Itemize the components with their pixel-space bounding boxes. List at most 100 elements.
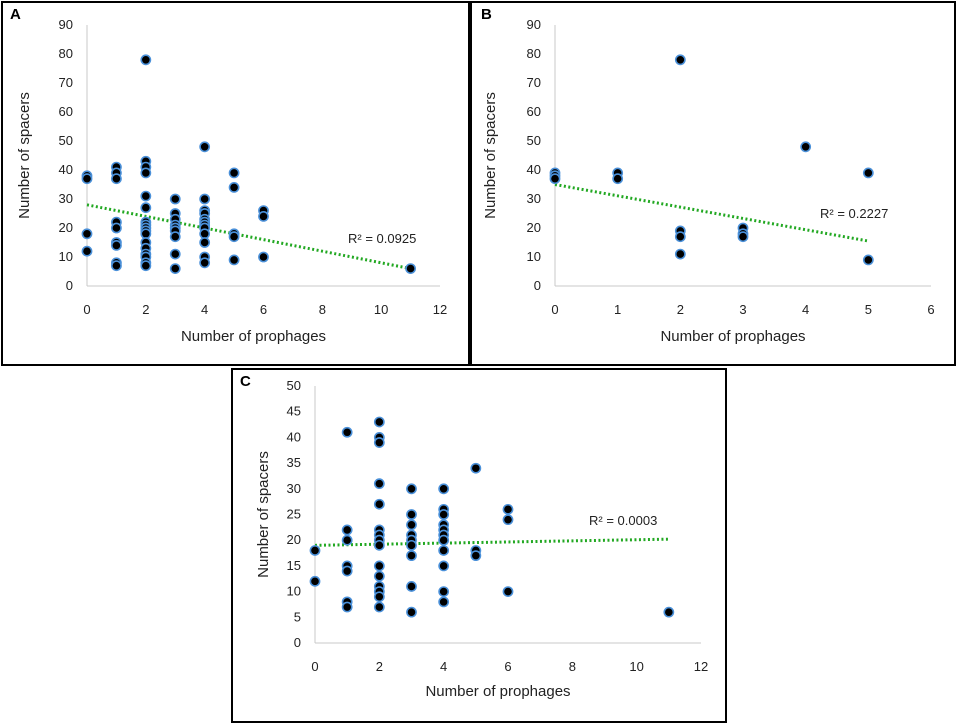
data-point	[373, 539, 385, 551]
data-point	[341, 534, 353, 546]
trendline	[314, 537, 669, 547]
data-point	[199, 193, 211, 205]
x-tick-label: 5	[865, 302, 872, 317]
x-tick-label: 10	[629, 659, 643, 674]
y-tick-label: 10	[527, 249, 541, 264]
x-tick-label: 8	[569, 659, 576, 674]
x-tick-label: 6	[927, 302, 934, 317]
y-tick-label: 25	[287, 507, 301, 522]
x-tick-label: 6	[260, 302, 267, 317]
data-point	[862, 167, 874, 179]
data-point	[438, 545, 450, 556]
data-point	[228, 167, 240, 179]
y-tick-label: 30	[527, 191, 541, 206]
data-point	[111, 222, 122, 234]
y-axis-label: Number of spacers	[255, 451, 272, 578]
data-point	[81, 228, 93, 240]
y-axis-label: Number of spacers	[482, 92, 499, 219]
data-point	[406, 539, 417, 551]
x-tick-label: 3	[739, 302, 746, 317]
chart-b-svg: B 0 10 20 30 40 50 60 70 80 90 0 1 2 3 4 5 6 Number of pro…	[481, 6, 935, 345]
y-tick-label: 90	[59, 17, 73, 32]
data-point	[406, 509, 417, 520]
y-tick-label: 60	[59, 104, 73, 119]
data-point	[81, 245, 93, 257]
data-point	[199, 228, 211, 240]
r-squared-label: R² = 0.2227	[820, 206, 888, 221]
data-point	[373, 570, 385, 582]
data-point	[438, 586, 450, 597]
y-tick-label: 0	[534, 278, 541, 293]
data-point	[199, 257, 211, 269]
data-point	[169, 193, 181, 205]
data-point	[800, 141, 812, 153]
data-point	[373, 601, 385, 613]
x-tick-label: 12	[694, 659, 708, 674]
x-tick-label: 4	[802, 302, 809, 317]
data-point	[737, 231, 749, 243]
data-point	[373, 416, 385, 428]
data-point	[406, 483, 417, 495]
x-tick-label: 2	[677, 302, 684, 317]
data-point	[258, 251, 269, 263]
data-point	[438, 483, 450, 495]
data-point	[309, 575, 321, 587]
chart-panel-c: C 0 5 10 15 20 25 30 35 40 45 50 0 2 4 6 8 10 12 Number of …	[231, 368, 727, 723]
y-tick-label: 50	[287, 378, 301, 393]
trendline	[554, 183, 869, 243]
x-tick-label: 0	[83, 302, 90, 317]
r-squared-label: R² = 0.0003	[589, 513, 657, 528]
x-tick-label: 8	[319, 302, 326, 317]
data-point	[111, 260, 122, 272]
y-tick-label: 70	[59, 75, 73, 90]
y-tick-label: 0	[294, 635, 301, 650]
x-axis-label: Number of prophages	[181, 328, 326, 345]
data-point	[470, 550, 482, 562]
y-tick-label: 40	[287, 429, 301, 444]
data-point	[309, 545, 321, 556]
y-tick-label: 90	[527, 17, 541, 32]
y-tick-label: 30	[59, 191, 73, 206]
y-tick-label: 20	[287, 532, 301, 547]
chart-panel-b: B 0 10 20 30 40 50 60 70 80 90 0 1 2 3 4 5 6 Number of pro…	[470, 1, 956, 366]
data-point	[438, 596, 450, 608]
y-tick-label: 5	[294, 609, 301, 624]
x-tick-label: 4	[201, 302, 208, 317]
y-tick-label: 15	[287, 558, 301, 573]
data-point	[140, 202, 152, 214]
data-point	[663, 606, 675, 618]
data-point	[341, 565, 353, 577]
data-point	[406, 550, 417, 562]
data-point	[140, 54, 152, 66]
data-point	[373, 437, 385, 448]
data-point	[406, 581, 417, 592]
y-tick-label: 45	[287, 404, 301, 419]
data-point	[502, 586, 514, 597]
data-point	[502, 514, 514, 526]
data-point	[341, 524, 353, 536]
data-point	[612, 173, 624, 185]
data-point	[111, 173, 122, 185]
data-point	[406, 519, 417, 531]
panel-label-c: C	[240, 373, 251, 390]
y-axis-label: Number of spacers	[16, 92, 33, 219]
x-axis-label: Number of prophages	[425, 683, 570, 700]
x-axis-label: Number of prophages	[660, 328, 805, 345]
r-squared-label: R² = 0.0925	[348, 231, 416, 246]
data-point	[169, 263, 181, 274]
data-point	[674, 248, 686, 260]
y-tick-label: 35	[287, 455, 301, 470]
y-tick-label: 70	[527, 75, 541, 90]
data-point	[406, 606, 417, 618]
panel-label-a: A	[10, 6, 21, 23]
x-tick-label: 2	[376, 659, 383, 674]
data-point	[258, 210, 269, 222]
x-tick-label: 12	[433, 302, 447, 317]
data-point	[228, 231, 240, 243]
data-point	[169, 248, 181, 260]
data-point	[862, 254, 874, 266]
data-point	[438, 509, 450, 520]
data-point	[470, 462, 482, 474]
data-point	[438, 534, 450, 546]
data-point	[373, 478, 385, 490]
